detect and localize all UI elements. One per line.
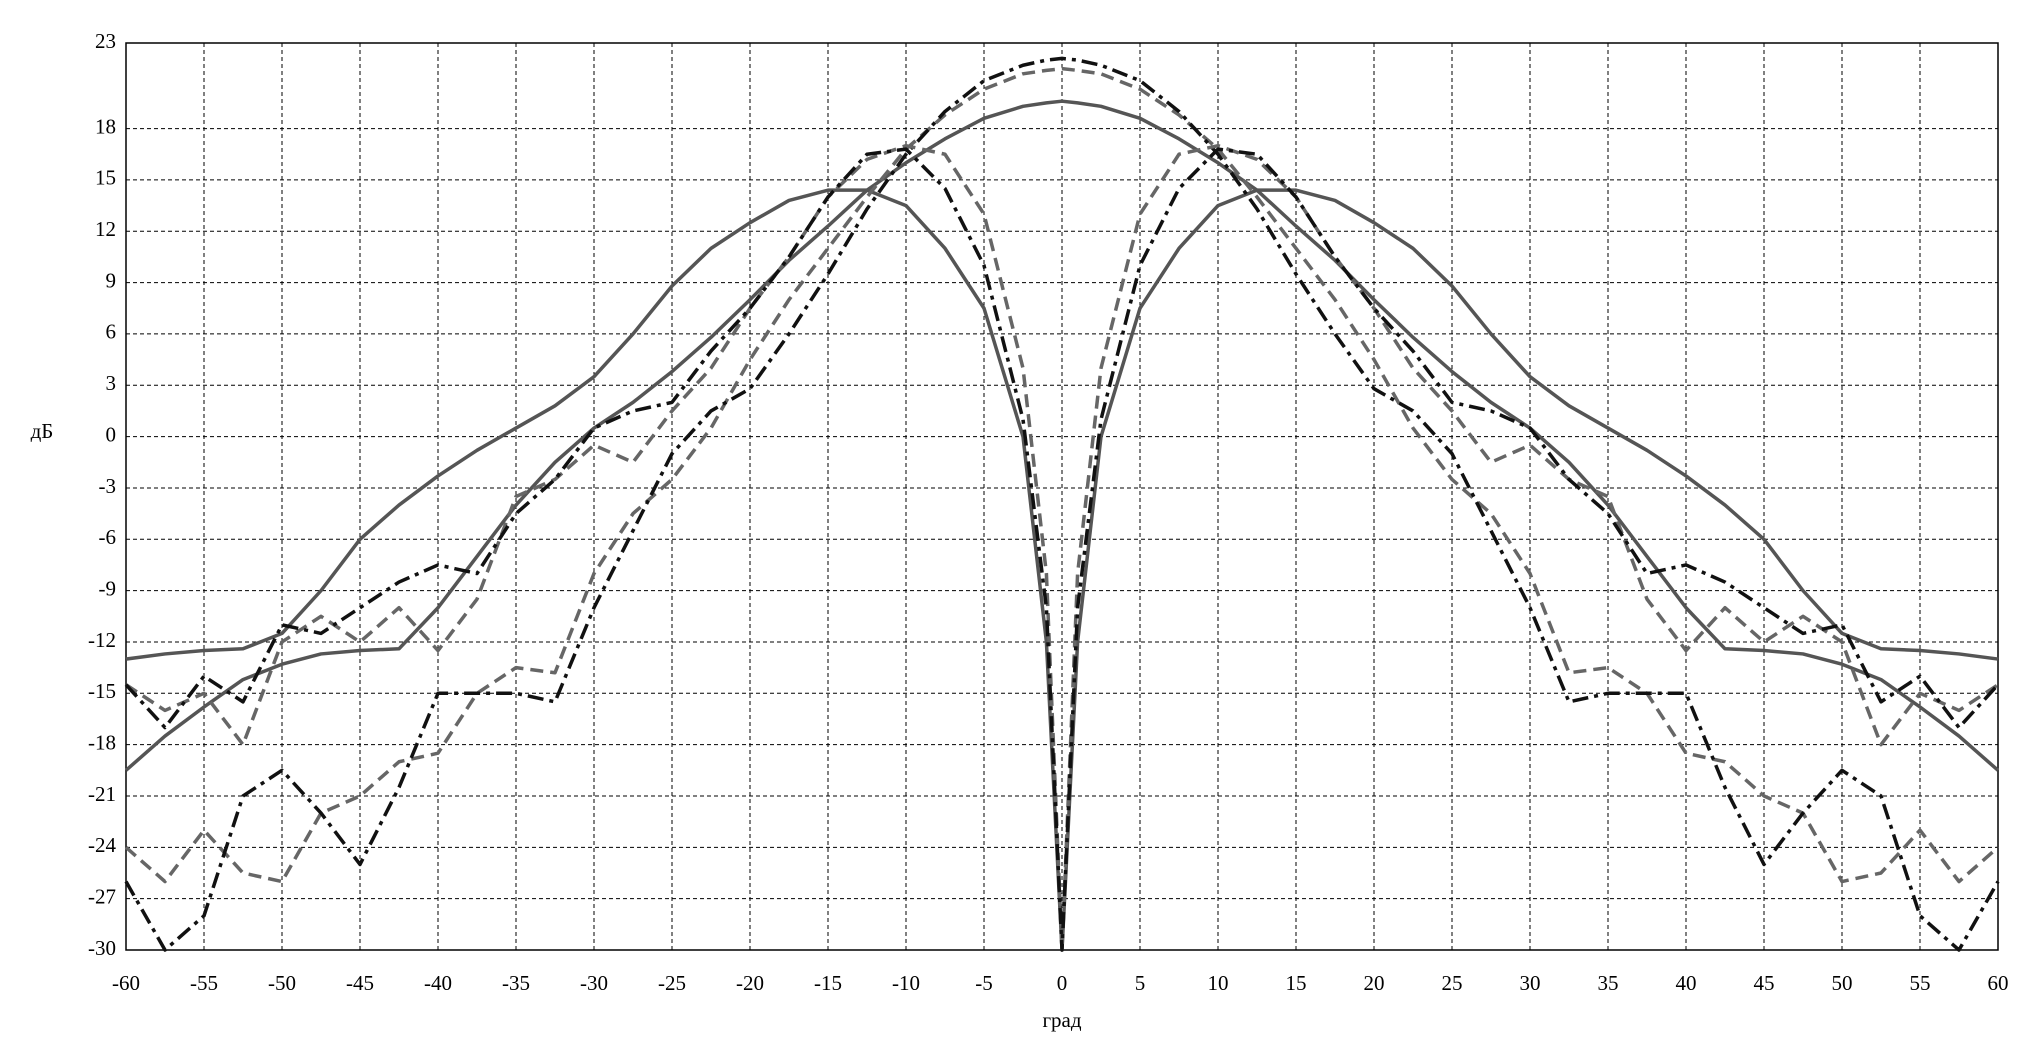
x-axis-label: град <box>1042 1008 1081 1032</box>
x-tick-label: 50 <box>1832 971 1853 995</box>
x-tick-label: -30 <box>580 971 608 995</box>
x-tick-label: 45 <box>1754 971 1775 995</box>
x-tick-label: 35 <box>1598 971 1619 995</box>
y-tick-label: -21 <box>88 782 116 806</box>
x-tick-label: -35 <box>502 971 530 995</box>
series-line <box>125 143 1999 952</box>
y-axis-label: дБ <box>31 419 54 443</box>
y-tick-label: -9 <box>99 576 117 600</box>
series-line <box>124 147 2000 952</box>
series-line <box>124 99 2000 772</box>
y-tick-label: 3 <box>106 371 117 395</box>
y-tick-label: -24 <box>88 833 116 857</box>
x-tick-label: 25 <box>1442 971 1463 995</box>
y-tick-label: -15 <box>88 679 116 703</box>
x-tick-label: 5 <box>1135 971 1146 995</box>
x-tick-label: -45 <box>346 971 374 995</box>
x-tick-label: -60 <box>112 971 140 995</box>
y-tick-label: -6 <box>99 525 117 549</box>
y-tick-label: -27 <box>88 884 116 908</box>
y-tick-label: 18 <box>95 114 116 138</box>
x-tick-label: 60 <box>1988 971 2009 995</box>
x-tick-label: -25 <box>658 971 686 995</box>
y-tick-label: -12 <box>88 628 116 652</box>
x-tick-label: 55 <box>1910 971 1931 995</box>
y-tick-label: 0 <box>106 422 117 446</box>
x-tick-label: 15 <box>1286 971 1307 995</box>
x-tick-label: -15 <box>814 971 842 995</box>
x-tick-label: -55 <box>190 971 218 995</box>
y-tick-label: 6 <box>106 320 117 344</box>
y-tick-label: -3 <box>99 474 117 498</box>
y-tick-label: 12 <box>95 217 116 241</box>
y-tick-label: -30 <box>88 936 116 960</box>
x-tick-label: -5 <box>975 971 993 995</box>
x-tick-label: 30 <box>1520 971 1541 995</box>
series-line <box>124 56 2000 952</box>
y-tick-label: -18 <box>88 730 116 754</box>
x-tick-label: 40 <box>1676 971 1697 995</box>
x-tick-label: -40 <box>424 971 452 995</box>
y-tick-label: 15 <box>95 166 116 190</box>
y-tick-label: 9 <box>106 268 117 292</box>
x-tick-label: -20 <box>736 971 764 995</box>
x-tick-label: 0 <box>1057 971 1068 995</box>
x-tick-label: 20 <box>1364 971 1385 995</box>
x-tick-label: -50 <box>268 971 296 995</box>
y-tick-label: 23 <box>95 29 116 53</box>
x-tick-label: -10 <box>892 971 920 995</box>
series-line <box>124 66 2000 884</box>
x-tick-label: 10 <box>1208 971 1229 995</box>
